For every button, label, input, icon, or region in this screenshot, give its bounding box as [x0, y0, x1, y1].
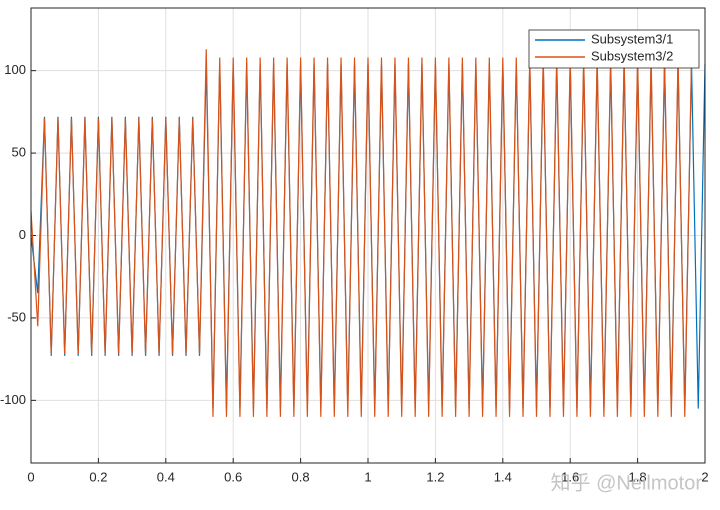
- x-tick-label: 0.8: [292, 469, 310, 484]
- y-tick-label: 100: [4, 62, 26, 77]
- legend-label: Subsystem3/1: [591, 31, 673, 46]
- y-tick-label: 0: [19, 227, 26, 242]
- x-tick-label: 1: [364, 469, 371, 484]
- watermark: 知乎 @Neilmotor: [551, 471, 703, 494]
- legend-box: [528, 29, 700, 69]
- x-tick-label: 1.6: [561, 469, 579, 484]
- x-tick-label: 0.4: [157, 469, 175, 484]
- y-tick-label: -50: [7, 309, 26, 324]
- y-tick-label: 50: [12, 145, 26, 160]
- x-tick-label: 2: [701, 469, 708, 484]
- x-tick-label: 1.2: [426, 469, 444, 484]
- x-tick-label: 1.8: [629, 469, 647, 484]
- x-tick-label: 1.4: [494, 469, 512, 484]
- plot-frame: [30, 7, 706, 464]
- x-tick-label: 0.2: [89, 469, 107, 484]
- legend-label: Subsystem3/2: [591, 48, 673, 63]
- x-tick-label: 0.6: [224, 469, 242, 484]
- y-tick-label: -100: [0, 392, 26, 407]
- x-tick-label: 0: [27, 469, 34, 484]
- line-series: [30, 49, 693, 417]
